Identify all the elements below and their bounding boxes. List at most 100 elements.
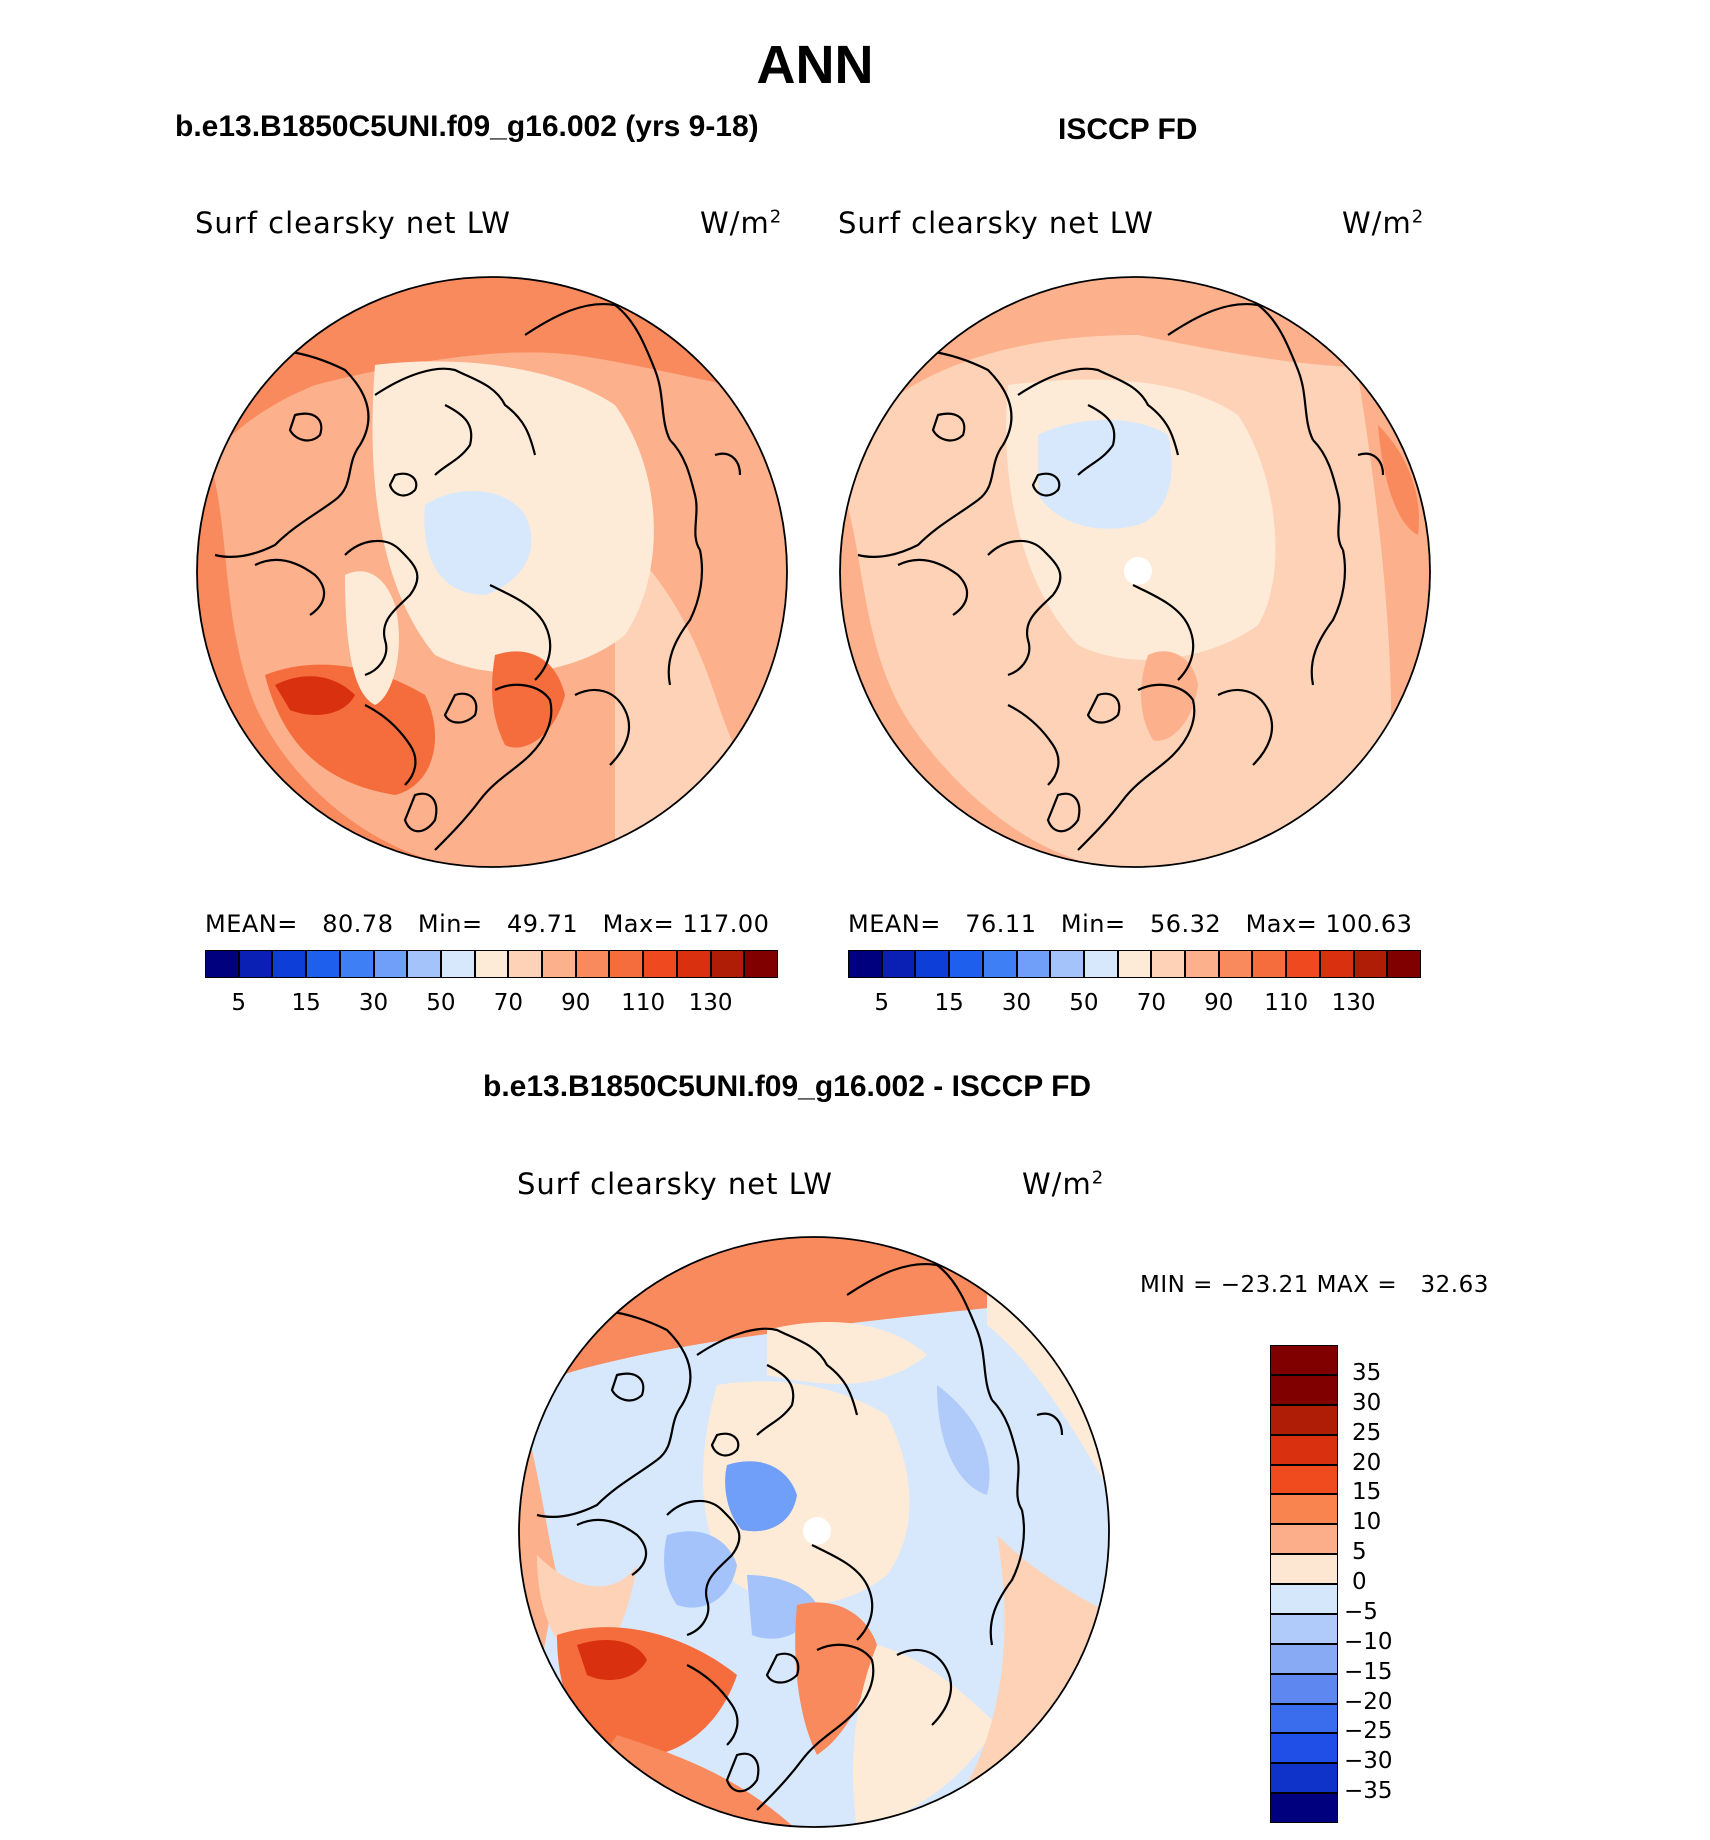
colorbar-swatch: [1270, 1673, 1338, 1704]
model-colorbar-ticks: 5 15 30 50 70 90 110 130: [205, 990, 778, 1020]
colorbar-tick-label: 30: [1352, 1389, 1382, 1416]
colorbar-swatch: [881, 950, 916, 978]
obs-colorbar-ticks: 5 15 30 50 70 90 110 130: [848, 990, 1421, 1020]
model-mean-label: MEAN=: [205, 910, 298, 938]
colorbar-swatch: [1270, 1733, 1338, 1764]
colorbar-swatch: [508, 950, 543, 978]
colorbar-tick-label: −25: [1344, 1718, 1393, 1745]
diff-colorbar: [1270, 1345, 1338, 1823]
obs-max-value: 100.63: [1325, 910, 1413, 938]
colorbar-swatch: [474, 950, 509, 978]
colorbar-swatch: [1270, 1793, 1338, 1823]
diff-max-value: 32.63: [1420, 1272, 1489, 1298]
colorbar-tick-label: 5: [1352, 1539, 1367, 1566]
colorbar-tick-label: −15: [1344, 1658, 1393, 1685]
model-units-label: W/m2: [700, 206, 783, 240]
colorbar-tick-label: 0: [1352, 1569, 1367, 1595]
colorbar-swatch: [676, 950, 711, 978]
colorbar-swatch: [1270, 1434, 1338, 1465]
colorbar-swatch: [1270, 1494, 1338, 1525]
obs-case-title: ISCCP FD: [1058, 113, 1198, 146]
model-min-value: 49.71: [506, 910, 579, 938]
obs-max-label: Max=: [1245, 910, 1318, 938]
obs-mean-label: MEAN=: [848, 910, 941, 938]
colorbar-tick-label: 10: [1352, 1509, 1382, 1536]
diff-colorbar-ticks: 35 30 25 20 15 10 5 0 −5 −10 −15 −20 −25 −30 −35: [1344, 1345, 1442, 1823]
colorbar-swatch: [1270, 1584, 1338, 1614]
colorbar-swatch: [1270, 1703, 1338, 1734]
colorbar-swatch: [744, 950, 778, 978]
model-mean-value: 80.78: [322, 910, 394, 938]
colorbar-swatch: [1286, 950, 1320, 978]
obs-min-label: Min=: [1060, 910, 1126, 938]
diff-map-border: [518, 1236, 1110, 1828]
colorbar-tick-label: −35: [1344, 1778, 1393, 1805]
colorbar-swatch: [339, 950, 374, 978]
colorbar-tick-label: 15: [934, 990, 964, 1016]
colorbar-swatch: [982, 950, 1017, 978]
colorbar-swatch: [1050, 950, 1084, 978]
colorbar-swatch: [848, 950, 882, 978]
colorbar-swatch: [373, 950, 408, 978]
colorbar-tick-label: 70: [493, 990, 523, 1016]
colorbar-tick-label: 110: [1264, 990, 1309, 1016]
colorbar-swatch: [1218, 950, 1253, 978]
colorbar-tick-label: 90: [561, 990, 591, 1016]
model-polar-map: [196, 276, 788, 868]
colorbar-swatch: [575, 950, 610, 978]
obs-min-value: 56.32: [1149, 910, 1222, 938]
model-variable-label: Surf clearsky net LW: [195, 206, 511, 240]
colorbar-swatch: [272, 950, 307, 978]
colorbar-swatch: [1083, 950, 1118, 978]
colorbar-tick-label: 25: [1352, 1419, 1382, 1446]
colorbar-tick-label: 5: [231, 990, 247, 1016]
colorbar-swatch: [1270, 1613, 1338, 1644]
colorbar-swatch: [1252, 950, 1287, 978]
colorbar-swatch: [1270, 1554, 1338, 1584]
diff-case-title: b.e13.B1850C5UNI.f09_g16.002 - ISCCP FD: [483, 1070, 1092, 1103]
colorbar-tick-label: 50: [426, 990, 456, 1016]
diff-min-value: −23.21: [1220, 1272, 1309, 1298]
colorbar-swatch: [1270, 1404, 1338, 1435]
colorbar-swatch: [205, 950, 239, 978]
colorbar-swatch: [609, 950, 644, 978]
colorbar-swatch: [1319, 950, 1354, 978]
colorbar-tick-label: −30: [1344, 1748, 1393, 1775]
colorbar-swatch: [1387, 950, 1421, 978]
obs-colorbar: [848, 950, 1421, 978]
colorbar-tick-label: 130: [688, 990, 733, 1016]
diff-min-label: MIN =: [1140, 1272, 1213, 1298]
colorbar-swatch: [643, 950, 677, 978]
diff-units-label: W/m2: [1022, 1167, 1105, 1201]
colorbar-tick-label: −20: [1344, 1688, 1393, 1715]
colorbar-tick-label: 130: [1331, 990, 1376, 1016]
colorbar-tick-label: 15: [291, 990, 321, 1016]
colorbar-swatch: [1117, 950, 1152, 978]
obs-polar-map: [839, 276, 1431, 868]
colorbar-tick-label: −10: [1344, 1628, 1393, 1655]
colorbar-tick-label: 30: [1001, 990, 1032, 1016]
colorbar-swatch: [949, 950, 983, 978]
colorbar-swatch: [542, 950, 576, 978]
colorbar-tick-label: 50: [1069, 990, 1099, 1016]
colorbar-swatch: [710, 950, 745, 978]
colorbar-swatch: [238, 950, 273, 978]
obs-stats: MEAN= 76.11 Min= 56.32 Max= 100.63: [848, 910, 1412, 938]
colorbar-swatch: [1270, 1374, 1338, 1405]
model-min-label: Min=: [417, 910, 483, 938]
colorbar-swatch: [1270, 1464, 1338, 1495]
colorbar-swatch: [1185, 950, 1219, 978]
colorbar-swatch: [1270, 1643, 1338, 1674]
colorbar-swatch: [440, 950, 475, 978]
model-colorbar: [205, 950, 778, 978]
model-stats: MEAN= 80.78 Min= 49.71 Max= 117.00: [205, 910, 769, 938]
colorbar-tick-label: 110: [621, 990, 666, 1016]
colorbar-tick-label: −5: [1344, 1598, 1378, 1625]
colorbar-tick-label: 30: [358, 990, 389, 1016]
colorbar-swatch: [1016, 950, 1051, 978]
colorbar-swatch: [306, 950, 340, 978]
diff-max-label: MAX =: [1316, 1272, 1398, 1298]
colorbar-swatch: [1270, 1524, 1338, 1555]
colorbar-swatch: [915, 950, 950, 978]
model-map-border: [196, 276, 788, 868]
